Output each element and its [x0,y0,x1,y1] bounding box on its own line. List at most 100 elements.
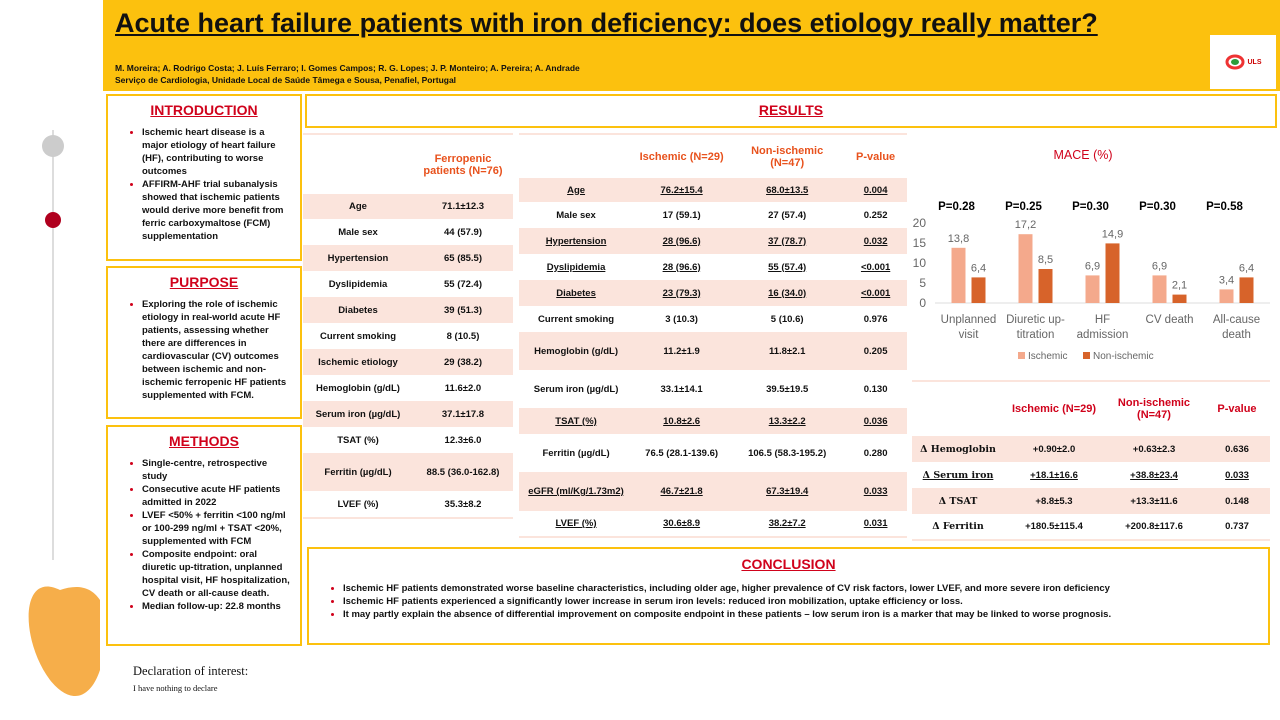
cell: 35.3±8.2 [444,498,482,510]
row: Hypertension 28 (96.6) 37 (78.7) 0.032 [519,228,907,254]
row: LVEF (%) 35.3±8.2 [303,491,513,518]
x-tick-label: HF admission [1076,314,1129,341]
cell: 11.6±2.0 [444,382,482,394]
row: Ferritin (µg/dL) 76.5 (28.1-139.6) 106.5 (… [519,434,907,472]
list: Ischemic heart disease is a major etiolo… [108,126,300,243]
cell: +0.90±2.0 [1004,436,1104,462]
cell: 0.031 [863,518,888,529]
row: eGFR (ml/Kg/1.73m2) 46.7±21.8 67.3±19.4 0.0… [519,472,907,511]
author-list: M. Moreira; A. Rodrigo Costa; J. Luís Fe… [115,63,580,73]
cell: Age [519,178,634,202]
cell: Hypertension [303,245,413,271]
cell: 11.2±1.9 [633,332,731,370]
cell: TSAT (%) [337,434,379,446]
data-label: 6,9 [1085,260,1100,272]
data-label: 8,5 [1038,254,1053,266]
bar [1038,269,1053,303]
annotation: P=0.30 [1139,201,1176,213]
cell: 17 (59.1) [662,209,701,221]
row: Diabetes 39 (51.3) [303,297,513,323]
data-label: 14,9 [1102,228,1123,240]
bar [1105,243,1120,303]
cell: 71.1±12.3 [413,194,513,219]
cell: +0.63±2.3 [1104,436,1204,462]
section-title: PURPOSE [169,274,239,290]
row: Current smoking 8 (10.5) [303,323,513,349]
row: Hypertension 65 (85.5) [303,245,513,271]
row: Diabetes 23 (79.3) 16 (34.0) <0.001 [519,280,907,306]
row: Serum iron (µg/dL) 37.1±17.8 [303,401,513,427]
header-row: Ischemic (N=29) Non-ischemic (N=47) P-valu… [912,381,1270,436]
row: Dyslipidemia 55 (72.4) [303,271,513,297]
data-label: 6,4 [971,262,986,274]
list: Ischemic HF patients demonstrated worse … [309,582,1268,621]
cell: Δ TSAT [912,488,1004,514]
row: TSAT (%) 12.3±6.0 [303,427,513,453]
cell: Diabetes [303,297,413,323]
y-tick-label: 0 [919,296,926,310]
cell: 0.252 [863,209,888,221]
chart-canvas: MACE (%) 0 5 10 15 20 P=0.28 13,8 6,4 P=0.25 17,2 8… [913,148,1270,362]
dot [45,212,61,228]
annotation: P=0.30 [1072,201,1109,213]
data-label: 6,9 [1152,260,1167,272]
bar [1018,234,1033,303]
cell: 55 (72.4) [443,278,483,290]
list-item: Exploring the role of ischemic etiology … [142,298,292,402]
section-title: INTRODUCTION [150,102,258,118]
row: Current smoking 3 (10.3) 5 (10.6) 0.976 [519,306,907,332]
cell: 76.2±15.4 [633,178,731,202]
header-cell [519,134,633,178]
cell: 39.5±19.5 [766,383,809,395]
header-cell: P-value [1217,403,1257,415]
cell: 0.737 [1225,521,1249,532]
cell: 38.2±7.2 [768,518,806,529]
legend-swatch [1083,352,1090,359]
declaration-title: Declaration of interest: [133,664,249,678]
data-label: 3,4 [1219,274,1234,286]
cell: 27 (57.4) [768,209,807,221]
list-item: AFFIRM-AHF trial subanalysis showed that… [142,178,292,243]
cell: +18.1±16.6 [1030,469,1078,481]
cell: Hypertension [519,228,634,254]
cell: 0.032 [844,228,907,254]
decoration [28,130,100,697]
cell: 0.004 [844,178,907,202]
cell: +38.8±23.4 [1130,469,1178,481]
x-tick-label: All-cause death [1212,314,1261,341]
row: Ferritin (µg/dL) 88.5 (36.0-162.8) [303,453,513,491]
logo-mark [1225,54,1244,70]
cell: 55 (57.4) [768,261,807,273]
cell: Male sex [556,209,596,221]
cell: <0.001 [844,280,907,306]
header-cell [912,381,1004,436]
list: Single-centre, retrospective studyConsec… [108,457,300,613]
cell: +8.8±5.3 [1004,488,1104,514]
cell: 67.3±19.4 [730,472,845,511]
cell: 37 (78.7) [730,228,845,254]
list-item: Ischemic HF patients experienced a signi… [343,595,1260,608]
conclusion: CONCLUSION Ischemic HF patients demonstra… [307,547,1270,645]
header: Acute heart failure patients with iron d… [103,0,1280,91]
header-row: Ischemic (N=29) Non-ischemic (N=47) P-valu… [519,134,907,178]
section-title: METHODS [169,433,239,449]
cell: 3 (10.3) [665,313,698,325]
cell: LVEF (%) [555,518,597,529]
list-item: Single-centre, retrospective study [142,457,292,483]
table: Ischemic (N=29) Non-ischemic (N=47) P-valu… [519,133,907,538]
cell: 0.130 [863,383,888,395]
cell: 30.6±8.9 [663,518,701,529]
cell: +200.8±117.6 [1125,521,1183,532]
bar [1172,294,1187,303]
cell: 10.8±2.6 [633,408,731,434]
cell: Δ Ferritin [932,521,984,532]
data-label: 6,4 [1239,262,1254,274]
row: Age 71.1±12.3 [303,194,513,219]
methods: METHODS Single-centre, retrospective stud… [106,425,302,646]
row: Male sex 17 (59.1) 27 (57.4) 0.252 [519,202,907,228]
title: Acute heart failure patients with iron d… [115,8,1098,38]
cell: Current smoking [319,330,396,342]
chart-title: MACE (%) [1053,148,1112,162]
row: Serum iron (µg/dL) 33.1±14.1 39.5±19.5 0.13… [519,370,907,408]
